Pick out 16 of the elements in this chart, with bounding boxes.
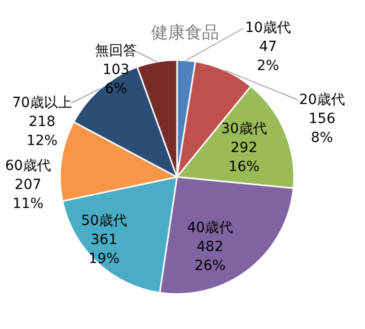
data-label: 103 6% (102, 62, 130, 97)
slice-label: 40歳代 (187, 220, 233, 236)
slice-label: 10歳代 (245, 20, 291, 36)
data-label: 47 2% (256, 39, 280, 74)
slice-label: 60歳代 (5, 158, 51, 174)
data-label: 292 16% (228, 140, 260, 175)
chart-title: 健康食品 (151, 23, 219, 43)
data-label: 156 8% (308, 111, 336, 146)
slice-label: 20歳代 (299, 92, 345, 108)
slice-label: 30歳代 (221, 121, 267, 137)
data-label: 218 12% (26, 114, 58, 149)
slice-label: 無回答 (95, 43, 137, 59)
slice-label: 50歳代 (81, 213, 127, 229)
slice-label: 70歳以上 (12, 95, 72, 111)
data-label: 207 11% (12, 177, 44, 212)
data-label: 482 26% (194, 239, 226, 274)
